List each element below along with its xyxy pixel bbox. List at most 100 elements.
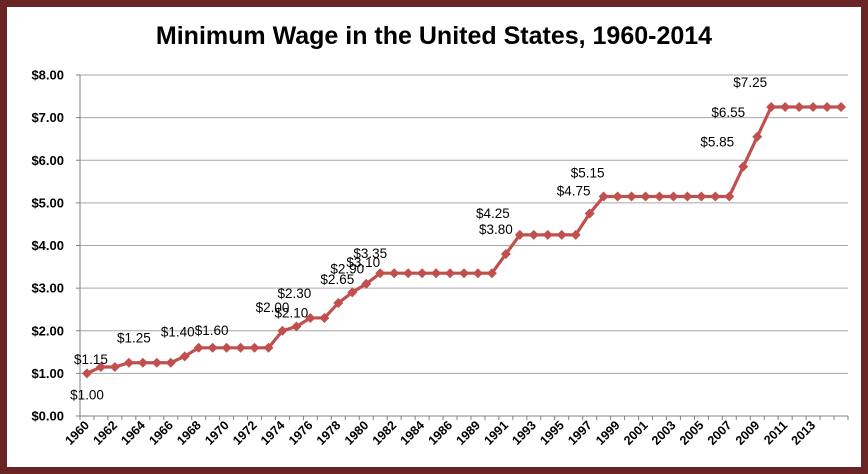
data-label: $4.25 [476, 206, 510, 221]
data-point [417, 268, 428, 279]
data-point [556, 229, 567, 240]
data-point [598, 191, 609, 202]
data-point [738, 161, 749, 172]
data-point [123, 357, 134, 368]
data-point [640, 191, 651, 202]
x-tick-label: 1982 [370, 418, 400, 448]
x-tick-label: 1986 [426, 418, 456, 448]
data-point [277, 325, 288, 336]
data-label: $1.40 [161, 324, 195, 339]
data-point [514, 229, 525, 240]
data-point [389, 268, 400, 279]
data-label: $2.90 [330, 261, 364, 276]
x-tick-label: 1993 [509, 418, 539, 448]
data-point [808, 101, 819, 112]
x-tick-label: 1991 [481, 418, 511, 448]
data-point [682, 191, 693, 202]
x-tick-label: 2003 [649, 418, 679, 448]
data-label: $3.10 [346, 255, 380, 270]
y-tick-label: $4.00 [31, 238, 64, 253]
data-point [500, 249, 511, 260]
data-label: $2.10 [275, 305, 309, 320]
data-point [486, 268, 497, 279]
y-tick-label: $6.00 [31, 153, 64, 168]
data-point [528, 229, 539, 240]
data-point [95, 361, 106, 372]
x-tick-label: 1974 [258, 418, 288, 448]
x-tick-label: 1976 [286, 418, 316, 448]
data-point [542, 229, 553, 240]
y-tick-label: $7.00 [31, 110, 64, 125]
data-point [570, 229, 581, 240]
data-point [710, 191, 721, 202]
y-tick-label: $2.00 [31, 323, 64, 338]
x-tick-label: 2001 [621, 418, 651, 448]
x-tick-label: 1995 [537, 418, 567, 448]
data-point [291, 321, 302, 332]
x-tick-label: 2013 [789, 418, 819, 448]
data-label: $1.15 [74, 352, 108, 367]
data-point [822, 101, 833, 112]
x-tick-label: 1978 [314, 418, 344, 448]
data-point [403, 268, 414, 279]
y-tick-labels: $0.00 $1.00 $2.00 $3.00 $4.00 $5.00 $6.00 $7.00… [31, 68, 64, 424]
x-tick-label: 2009 [733, 418, 763, 448]
x-tick-label: 2011 [761, 418, 790, 447]
x-tick-label: 1980 [342, 418, 372, 448]
data-point [207, 342, 218, 353]
data-point [333, 298, 344, 309]
data-point [724, 191, 735, 202]
data-point [375, 268, 386, 279]
x-tick-label: 1968 [174, 418, 204, 448]
data-point [445, 268, 456, 279]
x-tick-label: 1964 [118, 418, 148, 448]
data-label: $4.75 [557, 184, 591, 199]
y-tick-label: $8.00 [31, 68, 64, 83]
data-label: $2.00 [256, 300, 290, 315]
data-point [221, 342, 232, 353]
data-point [459, 268, 469, 279]
data-point [165, 357, 176, 368]
data-label: $2.30 [278, 286, 312, 301]
data-label: $2.65 [320, 272, 354, 287]
data-point [794, 101, 805, 112]
data-point [766, 101, 777, 112]
data-point [431, 268, 442, 279]
data-point [109, 361, 120, 372]
data-point [347, 287, 358, 298]
data-point [584, 208, 595, 219]
x-tick-label: 1970 [202, 418, 232, 448]
x-tick-label: 1962 [90, 418, 120, 448]
data-point [668, 191, 679, 202]
x-tick-label: 1997 [565, 418, 595, 448]
chart-title: Minimum Wage in the United States, 1960-… [156, 22, 712, 50]
data-labels: $1.00 $1.15 $1.25 $1.40 $1.60 $2.00$2.10 $2.30… [70, 75, 767, 402]
data-point [319, 312, 330, 323]
gridlines [80, 74, 848, 374]
x-tick-label: 2007 [705, 418, 735, 448]
data-label: $5.85 [700, 135, 734, 150]
data-point [836, 101, 847, 112]
data-point [752, 131, 763, 142]
data-label: $3.35 [353, 246, 387, 261]
data-point [137, 357, 148, 368]
data-markers [81, 101, 847, 379]
data-point [472, 268, 483, 279]
x-tick-labels: 1960196219641966196819701972197419761978… [63, 418, 819, 448]
y-tick-label: $3.00 [31, 281, 64, 296]
data-label: $5.15 [571, 165, 605, 180]
data-point [179, 351, 190, 362]
data-label: $6.55 [711, 105, 745, 120]
data-point [612, 191, 623, 202]
data-label: $1.60 [195, 323, 229, 338]
data-point [249, 342, 260, 353]
data-point [780, 101, 791, 112]
y-tick-label: $1.00 [31, 366, 64, 381]
data-point [305, 312, 316, 323]
x-tick-label: 1984 [398, 418, 428, 448]
y-tick-label: $5.00 [31, 195, 64, 210]
data-point [81, 368, 92, 379]
x-tick-label: 1966 [146, 418, 176, 448]
